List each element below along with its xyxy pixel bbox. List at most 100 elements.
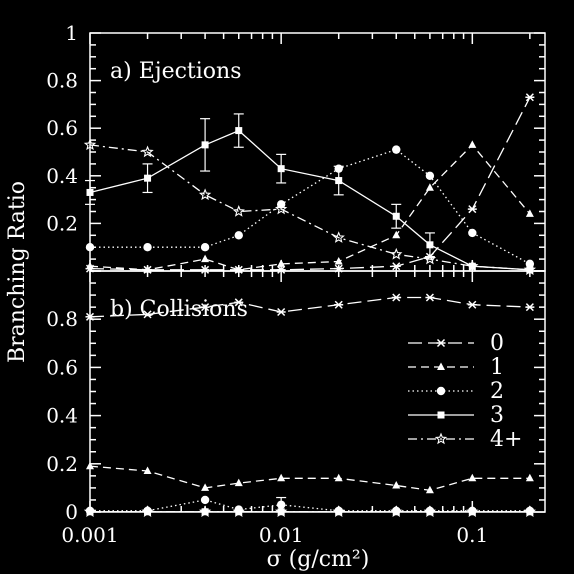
data-point bbox=[525, 93, 535, 102]
data-point bbox=[274, 505, 288, 517]
y-axis-label: Branching Ratio bbox=[5, 181, 30, 363]
data-point bbox=[198, 188, 212, 201]
data-point bbox=[141, 145, 154, 158]
series-4+ bbox=[83, 138, 537, 276]
data-point bbox=[466, 505, 479, 517]
data-point bbox=[201, 254, 210, 263]
series-0 bbox=[85, 93, 535, 274]
panel-ejections: 0.2 0.4 0.6 0.8 1 a) Ejections bbox=[46, 21, 546, 276]
data-point bbox=[200, 303, 210, 312]
y-tick-label: 0.6 bbox=[46, 355, 78, 379]
y-tick-label: 0.2 bbox=[46, 452, 78, 476]
data-point bbox=[235, 127, 243, 135]
data-point bbox=[391, 262, 401, 271]
series-line bbox=[90, 148, 531, 265]
data-point bbox=[468, 473, 477, 482]
data-point bbox=[468, 140, 477, 148]
panel-collisions: 0 0.2 0.4 0.6 0.8 0.001 0.01 0.1 b) Collisions bbox=[46, 270, 546, 547]
legend-label: 3 bbox=[490, 403, 504, 428]
data-point bbox=[334, 256, 343, 265]
data-point bbox=[334, 473, 343, 482]
data-point bbox=[425, 183, 434, 191]
legend-marker bbox=[434, 432, 448, 445]
data-point bbox=[201, 141, 209, 149]
series-2 bbox=[85, 145, 535, 269]
data-point bbox=[525, 303, 535, 312]
data-point bbox=[234, 231, 243, 240]
data-point bbox=[85, 243, 95, 252]
legend-marker bbox=[436, 386, 446, 396]
data-point bbox=[277, 259, 286, 267]
data-point bbox=[525, 473, 534, 482]
data-point bbox=[86, 261, 94, 270]
legend-label: 1 bbox=[490, 355, 504, 380]
series-line bbox=[89, 97, 531, 271]
data-point bbox=[276, 307, 286, 317]
x-tick-label: 0.001 bbox=[61, 523, 118, 547]
data-point bbox=[200, 243, 210, 252]
x-tick-label: 0.01 bbox=[259, 523, 304, 547]
series-line bbox=[89, 143, 531, 271]
data-point bbox=[232, 505, 245, 517]
series-line bbox=[89, 144, 530, 271]
data-point bbox=[425, 485, 434, 494]
data-point bbox=[201, 483, 210, 491]
data-point bbox=[332, 505, 345, 517]
y-tick-label: 0.8 bbox=[46, 307, 78, 331]
data-point bbox=[466, 259, 479, 272]
y-tick-label: 0.8 bbox=[46, 69, 78, 93]
legend-label: 2 bbox=[490, 379, 504, 404]
y-tick-label: 0 bbox=[65, 500, 78, 524]
data-point bbox=[392, 212, 400, 220]
series-0 bbox=[85, 293, 535, 321]
data-point bbox=[235, 508, 243, 516]
data-point bbox=[467, 205, 477, 214]
data-point bbox=[391, 293, 401, 302]
data-point bbox=[467, 300, 477, 309]
data-point bbox=[143, 466, 152, 475]
data-point bbox=[141, 505, 154, 517]
data-point bbox=[525, 209, 534, 217]
data-point bbox=[86, 188, 94, 196]
series-1 bbox=[86, 140, 534, 273]
y-tick-label: 0.4 bbox=[46, 164, 78, 188]
data-point bbox=[277, 473, 286, 482]
data-point bbox=[143, 243, 152, 252]
data-point bbox=[390, 505, 403, 517]
data-point bbox=[144, 174, 152, 182]
data-point bbox=[83, 138, 97, 151]
data-point bbox=[390, 247, 403, 260]
y-tick-label: 0.6 bbox=[46, 116, 78, 140]
data-point bbox=[86, 461, 94, 470]
data-point bbox=[426, 508, 434, 516]
data-point bbox=[200, 495, 210, 505]
data-point bbox=[85, 312, 95, 321]
data-point bbox=[423, 505, 437, 517]
data-point bbox=[234, 298, 244, 307]
legend-marker bbox=[437, 362, 445, 370]
data-point bbox=[392, 145, 401, 154]
y-tick-label: 0.2 bbox=[46, 211, 78, 235]
y-tick-label: 1 bbox=[65, 21, 78, 45]
series-3 bbox=[85, 113, 534, 274]
data-point bbox=[526, 266, 534, 274]
data-point bbox=[392, 480, 401, 489]
legend-entry-2: 2 bbox=[408, 379, 504, 404]
x-tick-label: 0.1 bbox=[456, 523, 488, 547]
series-1 bbox=[86, 461, 534, 494]
data-point bbox=[234, 478, 243, 487]
legend-marker bbox=[436, 338, 446, 348]
data-point bbox=[426, 241, 434, 249]
series-line bbox=[90, 499, 530, 512]
data-point bbox=[523, 505, 537, 517]
legend-entry-3: 3 bbox=[408, 403, 504, 428]
data-point bbox=[468, 228, 477, 238]
y-tick-label: 0.4 bbox=[46, 404, 78, 428]
legend-marker bbox=[437, 411, 445, 419]
data-point bbox=[425, 293, 435, 302]
data-point bbox=[334, 300, 344, 309]
data-point bbox=[198, 505, 212, 517]
legend-entry-0: 0 bbox=[408, 331, 504, 356]
data-point bbox=[232, 205, 245, 217]
